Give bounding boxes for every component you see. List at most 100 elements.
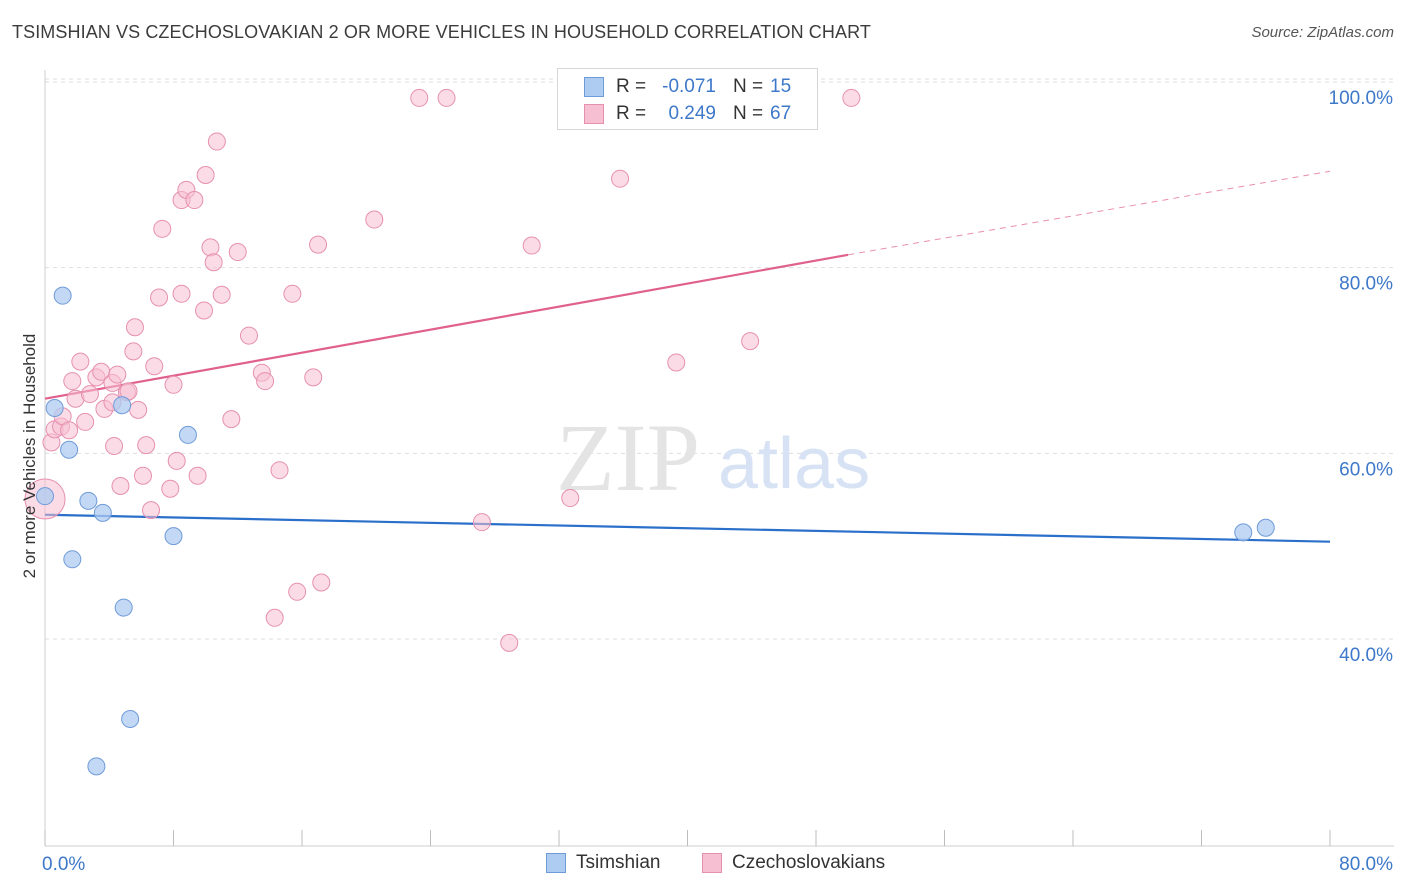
legend-n-label: N =: [733, 76, 764, 97]
point-czechoslovakians: [270, 461, 289, 480]
point-czechoslovakians: [561, 489, 580, 508]
y-tick-label: 60.0%: [1339, 459, 1393, 480]
point-czechoslovakians: [304, 368, 323, 387]
point-czechoslovakians: [196, 165, 215, 184]
legend-row-tsimshian: R = -0.071 N = 15: [558, 73, 817, 101]
point-czechoslovakians: [228, 243, 247, 262]
point-czechoslovakians: [153, 219, 172, 238]
point-czechoslovakians: [842, 88, 861, 107]
x-tick-label: 80.0%: [1339, 854, 1393, 875]
legend-r-label: R =: [616, 76, 647, 97]
point-czechoslovakians: [265, 608, 284, 627]
bottom-legend-czechoslovakians: Czechoslovakians: [702, 851, 902, 877]
trend-line-czechoslovakians: [44, 253, 849, 400]
axes: 40.0% 60.0% 80.0% 100.0% 0.0% 80.0%: [42, 70, 1394, 875]
point-czechoslovakians: [312, 573, 331, 592]
point-czechoslovakians: [201, 238, 220, 257]
point-tsimshian: [53, 286, 72, 305]
chart-title: TSIMSHIAN VS CZECHOSLOVAKIAN 2 OR MORE V…: [12, 22, 871, 42]
point-tsimshian: [121, 709, 140, 728]
bottom-legend-swatch-tsimshian: [546, 853, 566, 873]
watermark: ZIP atlas: [556, 404, 870, 511]
legend-swatch-tsimshian: [584, 77, 604, 97]
legend-row-czechoslovakians: R = 0.249 N = 67: [558, 100, 817, 128]
legend-n-label: N =: [733, 103, 764, 124]
y-tick-label: 40.0%: [1339, 645, 1393, 666]
point-czechoslovakians: [741, 332, 760, 351]
point-czechoslovakians: [150, 288, 169, 307]
point-czechoslovakians: [145, 357, 164, 376]
y-axis-label: 2 or more Vehicles in Household: [20, 334, 39, 579]
point-tsimshian: [79, 491, 98, 510]
trend-line-czechoslovakians-extension: [848, 170, 1331, 256]
point-czechoslovakians: [142, 501, 161, 520]
point-czechoslovakians: [133, 466, 152, 485]
point-czechoslovakians: [172, 284, 191, 303]
data-points: [24, 88, 1275, 776]
source-credit: Source: ZipAtlas.com: [1251, 24, 1394, 41]
point-czechoslovakians: [60, 421, 79, 440]
point-czechoslovakians: [108, 365, 127, 384]
legend-swatch-czechoslovakians: [584, 104, 604, 124]
point-tsimshian: [1256, 518, 1275, 537]
stats-legend: R = -0.071 N = 15 R = 0.249 N = 67: [557, 68, 818, 130]
point-czechoslovakians: [167, 451, 186, 470]
point-czechoslovakians: [283, 284, 302, 303]
point-czechoslovakians: [105, 437, 124, 456]
point-czechoslovakians: [195, 301, 214, 320]
point-tsimshian: [113, 396, 132, 415]
point-tsimshian: [93, 503, 112, 522]
point-czechoslovakians: [522, 236, 541, 255]
point-tsimshian: [63, 550, 82, 569]
point-czechoslovakians: [188, 466, 207, 485]
point-tsimshian: [164, 527, 183, 546]
bottom-legend-label-tsimshian: Tsimshian: [576, 852, 661, 873]
point-czechoslovakians: [161, 479, 180, 498]
point-czechoslovakians: [71, 352, 90, 371]
point-czechoslovakians: [185, 191, 204, 210]
point-czechoslovakians: [365, 210, 384, 229]
point-czechoslovakians: [667, 353, 686, 372]
point-czechoslovakians: [124, 342, 143, 361]
legend-r-value: 0.249: [668, 103, 716, 124]
legend-r-value: -0.071: [662, 76, 716, 97]
point-czechoslovakians: [63, 372, 82, 391]
point-czechoslovakians: [137, 436, 156, 455]
point-czechoslovakians: [472, 513, 491, 532]
bottom-legend-swatch-czechoslovakians: [702, 853, 722, 873]
grid: [45, 78, 1394, 640]
point-czechoslovakians: [204, 253, 223, 272]
point-czechoslovakians: [239, 326, 258, 345]
point-tsimshian: [60, 440, 79, 459]
bottom-legend-label-czechoslovakians: Czechoslovakians: [732, 852, 886, 873]
x-tick-label: 0.0%: [42, 854, 85, 875]
point-tsimshian: [87, 757, 106, 776]
legend-r-label: R =: [616, 103, 647, 124]
legend-n-value: 67: [770, 103, 792, 124]
point-czechoslovakians: [222, 410, 241, 429]
bottom-legend-tsimshian: Tsimshian: [546, 851, 686, 877]
point-czechoslovakians: [611, 169, 630, 188]
point-czechoslovakians: [410, 88, 429, 107]
point-czechoslovakians: [288, 582, 307, 601]
trend-line-tsimshian: [44, 513, 1331, 543]
point-czechoslovakians: [500, 633, 519, 652]
point-czechoslovakians: [80, 385, 99, 404]
point-tsimshian: [114, 598, 133, 617]
legend-n-value: 15: [770, 76, 792, 97]
point-tsimshian: [178, 425, 197, 444]
y-tick-label: 80.0%: [1339, 274, 1393, 295]
point-czechoslovakians: [164, 375, 183, 394]
point-czechoslovakians: [309, 235, 328, 254]
point-czechoslovakians: [256, 372, 275, 391]
point-czechoslovakians: [212, 285, 231, 304]
watermark-zip: ZIP: [556, 404, 700, 511]
point-czechoslovakians: [111, 476, 130, 495]
point-tsimshian: [36, 487, 54, 506]
watermark-atlas: atlas: [718, 424, 870, 504]
point-tsimshian: [1234, 523, 1253, 542]
point-czechoslovakians: [437, 88, 456, 107]
point-czechoslovakians: [76, 412, 95, 431]
point-czechoslovakians: [125, 318, 144, 337]
